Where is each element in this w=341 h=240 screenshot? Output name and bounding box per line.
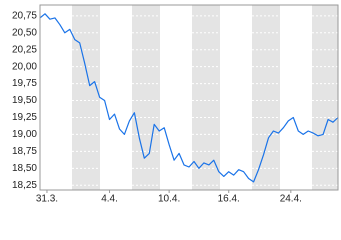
y-tick-label: 19,00 xyxy=(12,129,37,140)
y-tick-label: 20,50 xyxy=(12,27,37,38)
band xyxy=(132,5,160,190)
y-tick-label: 20,75 xyxy=(12,10,37,21)
y-tick-label: 20,00 xyxy=(12,61,37,72)
band xyxy=(312,5,338,190)
band xyxy=(72,5,100,190)
plot-frame xyxy=(39,4,339,191)
y-tick-label: 19,50 xyxy=(12,95,37,106)
y-tick-label: 19,75 xyxy=(12,78,37,89)
x-tick-label: 24.4. xyxy=(280,194,302,205)
band xyxy=(252,5,280,190)
y-tick-label: 18,75 xyxy=(12,146,37,157)
x-tick-label: 16.4. xyxy=(218,194,240,205)
price-line xyxy=(39,13,339,183)
x-tick-label: 10.4. xyxy=(158,194,180,205)
x-tick-label: 4.4. xyxy=(101,194,118,205)
x-tick-label: 31.3. xyxy=(36,194,58,205)
chart: 18,25 18,50 18,75 19,00 19,25 19,50 19,75 20,00… xyxy=(12,4,339,205)
y-tick-label: 20,25 xyxy=(12,44,37,55)
y-tick-label: 18,50 xyxy=(12,163,37,174)
band xyxy=(192,5,220,190)
y-tick-label: 19,25 xyxy=(12,112,37,123)
y-tick-label: 18,25 xyxy=(12,180,37,191)
